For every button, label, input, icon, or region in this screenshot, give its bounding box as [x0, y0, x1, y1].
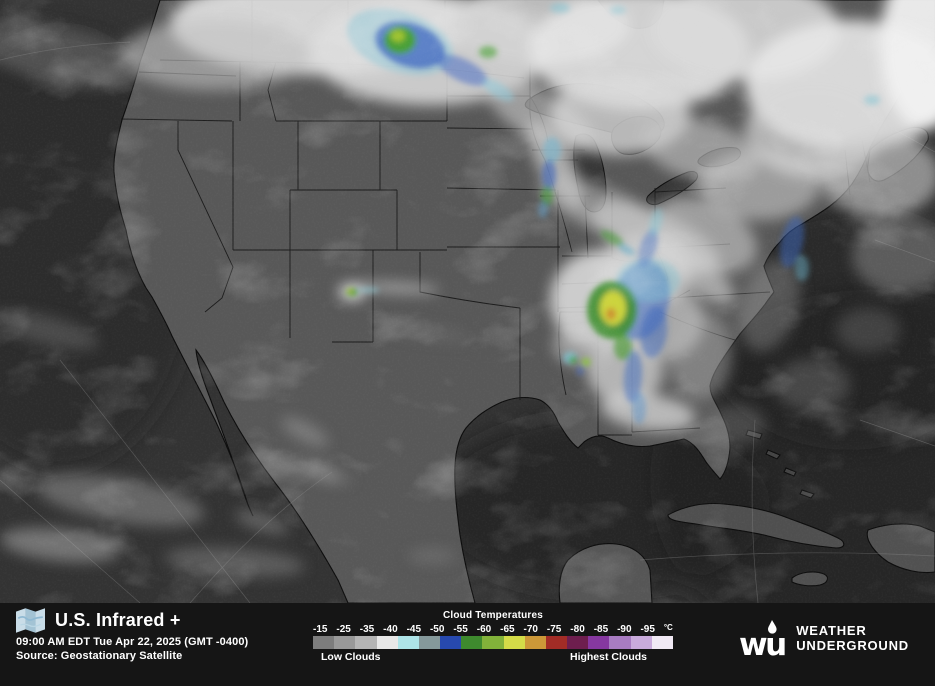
- legend-tick-row: -15 -25 -35 -40 -45 -50 -55 -60 -65 -70 -75 -80 -85-…: [313, 623, 673, 635]
- legend-tick-label: -75: [546, 624, 562, 635]
- legend-tick-label: -45: [406, 624, 422, 635]
- brand-name: WEATHER UNDERGROUND: [796, 623, 909, 654]
- legend-tick-label: -80: [570, 624, 585, 635]
- legend-tick-label: -50: [429, 624, 445, 635]
- legend-color-cell: [482, 636, 504, 649]
- source-label: Source: Geostationary Satellite: [16, 650, 183, 662]
- map-icon: [16, 608, 45, 633]
- legend-color-cell: [588, 636, 610, 649]
- legend-color-bar: [313, 636, 673, 649]
- legend-tick-label: -85: [593, 624, 609, 635]
- legend-tick-label: -65: [500, 624, 515, 635]
- legend-color-cell: [524, 636, 546, 649]
- legend-tick-label: -55: [453, 624, 468, 635]
- legend-tick-label: -25: [336, 624, 351, 635]
- legend-high-label: Highest Clouds: [569, 651, 647, 663]
- legend-color-cell: [651, 636, 673, 649]
- page-title: U.S. Infrared +: [55, 610, 181, 630]
- legend-tick-label: -35: [359, 624, 375, 635]
- legend-tick-label: -40: [383, 624, 398, 635]
- grain-overlay: [0, 0, 935, 603]
- info-bar: U.S. Infrared + 09:00 AM EDT Tue Apr 22,…: [0, 603, 935, 686]
- legend-tick-label: -90: [617, 624, 632, 635]
- map-identity-block: U.S. Infrared + 09:00 AM EDT Tue Apr 22,…: [16, 608, 248, 662]
- legend-tick-label: -95: [640, 624, 655, 635]
- brand-line-1: WEATHER: [796, 622, 867, 638]
- timestamp: 09:00 AM EDT Tue Apr 22, 2025 (GMT -0400…: [16, 636, 249, 648]
- legend-color-cell: [313, 636, 335, 649]
- legend-color-cell: [376, 636, 398, 649]
- wu-logo-icon: wu: [740, 619, 787, 657]
- legend-tick-label: -70: [523, 624, 538, 635]
- legend-color-cell: [609, 636, 631, 649]
- legend-low-label: Low Clouds: [321, 651, 381, 663]
- legend-color-cell: [461, 636, 483, 649]
- cloud-temperature-legend: Cloud Temperatures -15 -25 -35 -40 -45 -50 -55…: [313, 610, 673, 663]
- legend-color-cell: [355, 636, 377, 649]
- weather-underground-branding: wu WEATHER UNDERGROUND: [740, 619, 909, 657]
- satellite-image: [0, 0, 935, 670]
- legend-unit-label: °C: [663, 623, 673, 632]
- legend-color-cell: [440, 636, 462, 649]
- satellite-map: [0, 0, 935, 670]
- wu-logo-text: wu: [740, 627, 785, 657]
- legend-color-cell: [418, 636, 441, 649]
- legend-color-cell: [545, 636, 568, 649]
- legend-color-cell: [567, 636, 589, 649]
- legend-title: Cloud Temperatures: [442, 610, 544, 621]
- legend-tick-label: -15: [313, 624, 328, 635]
- legend-color-cell: [334, 636, 356, 649]
- legend-color-cell: [630, 636, 652, 649]
- brand-line-2: UNDERGROUND: [796, 638, 909, 653]
- legend-tick-label: -60: [476, 624, 492, 635]
- legend-bounds-row: Low Clouds Highest Clouds: [313, 651, 673, 663]
- legend-color-cell: [503, 636, 525, 649]
- legend-color-cell: [397, 636, 419, 649]
